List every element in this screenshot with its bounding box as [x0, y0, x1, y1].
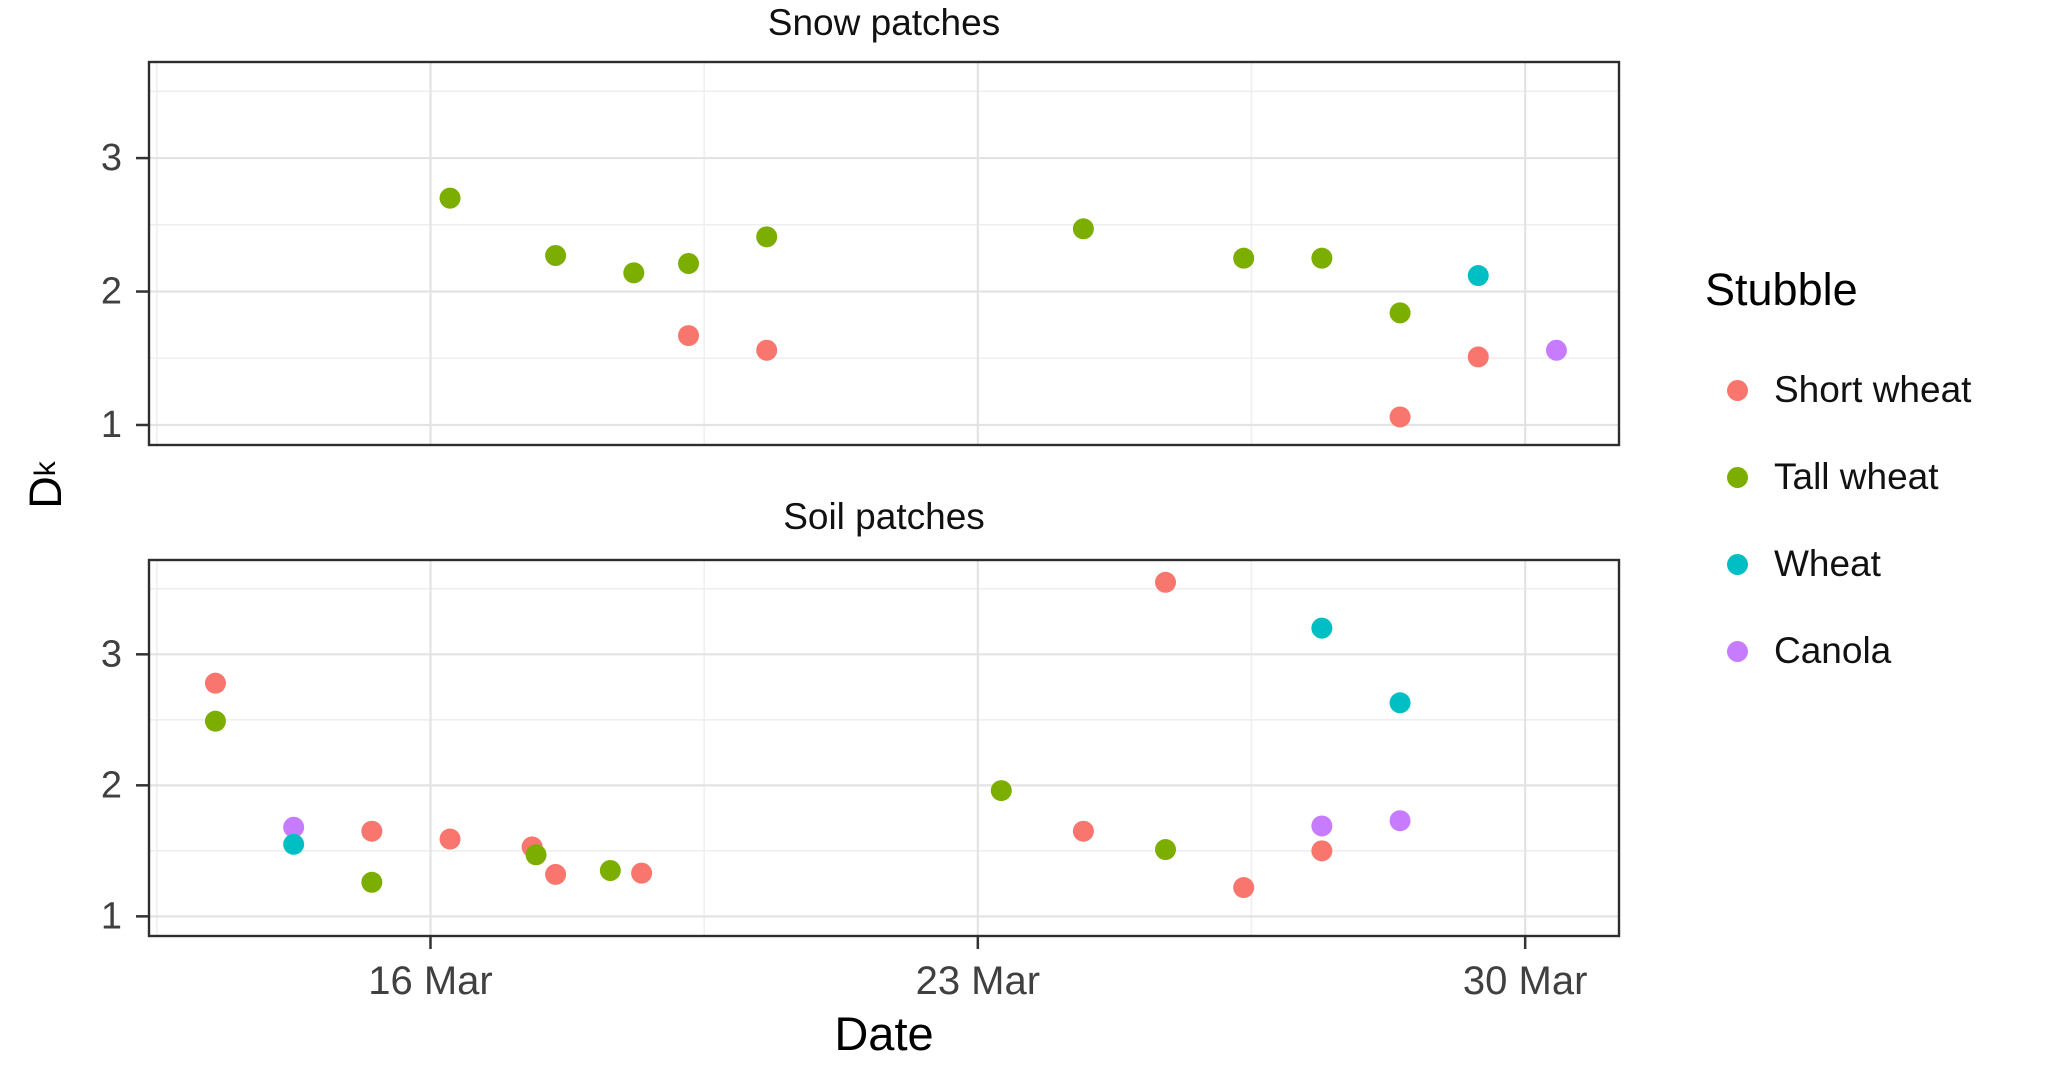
y-tick-label: 3	[101, 633, 122, 675]
legend-item-wheat: Wheat	[1727, 538, 1971, 590]
panel-border	[147, 558, 1621, 938]
data-point	[1154, 839, 1176, 861]
data-point	[1311, 840, 1333, 862]
data-point	[283, 816, 305, 838]
data-point	[545, 863, 567, 885]
data-point	[439, 187, 461, 209]
data-point	[1389, 810, 1411, 832]
legend-item-short-wheat: Short wheat	[1727, 364, 1971, 416]
facet-title-soil-patches: Soil patches	[783, 496, 985, 537]
data-point	[756, 339, 778, 361]
legend-label: Canola	[1774, 630, 1892, 671]
data-point	[1311, 815, 1333, 837]
x-tick-label: 16 Mar	[368, 959, 493, 1003]
y-tick-label: 3	[101, 137, 122, 179]
data-point	[599, 859, 621, 881]
data-point	[1467, 346, 1489, 368]
data-point	[1389, 406, 1411, 428]
y-axis-title-subscript: k	[29, 461, 62, 477]
x-tick-label: 30 Mar	[1463, 959, 1588, 1003]
x-tick-label: 23 Mar	[916, 959, 1041, 1003]
data-point	[439, 828, 461, 850]
data-point	[545, 245, 567, 267]
legend-item-tall-wheat: Tall wheat	[1727, 451, 1971, 503]
data-point	[756, 226, 778, 248]
short-wheat-dot-icon	[1727, 379, 1748, 401]
data-point	[1072, 218, 1094, 240]
data-point	[1545, 339, 1567, 361]
data-point	[204, 672, 226, 694]
y-tick-label: 2	[101, 764, 122, 806]
legend: Stubble Short wheat Tall wheat Wheat Can…	[1705, 264, 1971, 712]
data-point	[1072, 820, 1094, 842]
data-point	[1389, 692, 1411, 714]
legend-label: Short wheat	[1774, 369, 1972, 410]
data-point	[678, 325, 700, 347]
data-point	[990, 780, 1012, 802]
data-point	[1311, 617, 1333, 639]
y-tick-label: 1	[101, 404, 122, 446]
data-point	[678, 253, 700, 275]
data-point	[1233, 247, 1255, 269]
y-axis-title-main: D	[20, 476, 71, 509]
data-point	[1233, 877, 1255, 899]
data-point	[283, 833, 305, 855]
data-point	[623, 262, 645, 284]
wheat-dot-icon	[1727, 553, 1748, 575]
data-point	[525, 844, 547, 866]
data-point	[1311, 247, 1333, 269]
y-tick-label: 1	[101, 895, 122, 937]
data-point	[1389, 302, 1411, 324]
facet-title-snow-patches: Snow patches	[767, 2, 1001, 43]
x-axis-title: Date	[834, 1007, 934, 1060]
legend-item-canola: Canola	[1727, 625, 1971, 677]
legend-label: Wheat	[1774, 543, 1881, 584]
tall-wheat-dot-icon	[1727, 466, 1748, 488]
panel-border	[147, 60, 1621, 447]
legend-title: Stubble	[1705, 264, 1858, 315]
data-point	[361, 820, 383, 842]
data-point	[204, 710, 226, 732]
data-point	[1467, 265, 1489, 287]
data-point	[361, 871, 383, 893]
legend-label: Tall wheat	[1774, 456, 1939, 497]
y-tick-label: 2	[101, 271, 122, 313]
canola-dot-icon	[1727, 640, 1748, 662]
data-point	[631, 862, 653, 884]
data-point	[1154, 571, 1176, 593]
